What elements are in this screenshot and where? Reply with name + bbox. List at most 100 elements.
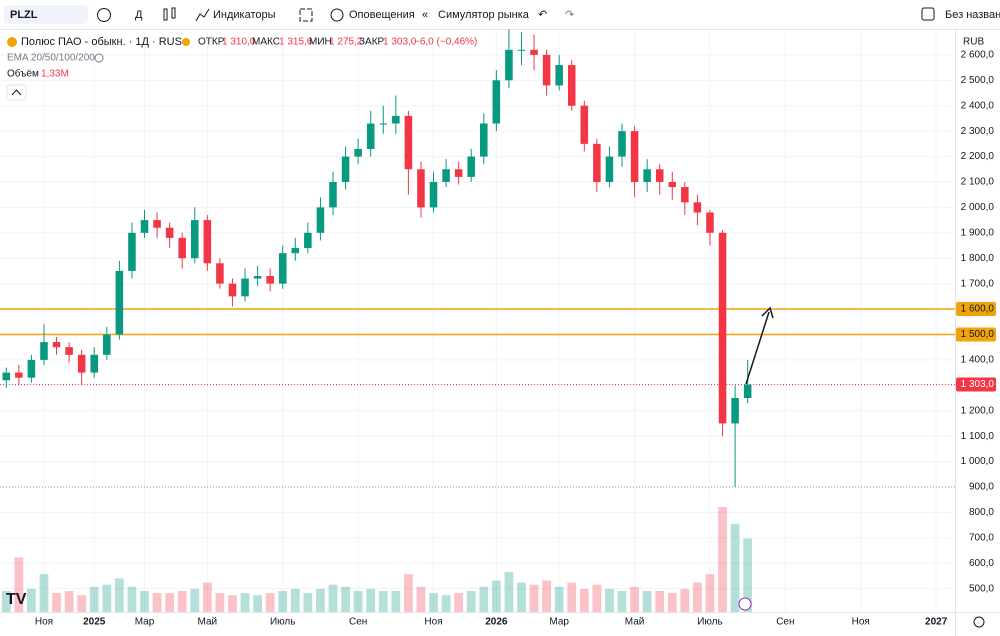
candle-body [40,342,48,360]
layout-name[interactable]: Без названия [945,9,1000,21]
candle-body [241,278,249,297]
layouts-icon[interactable] [299,8,313,22]
volume-bar [403,574,413,612]
volume-bar [655,591,665,612]
volume-bar [64,591,74,612]
tv-logo: TV [6,591,27,608]
arrow-drawing[interactable] [745,311,770,385]
x-tick-label: Июль [697,617,723,628]
candle-body [366,123,375,149]
alerts-button[interactable]: Оповещения [349,9,415,21]
event-icon[interactable] [738,597,752,611]
candle-body [555,65,563,86]
candle-body [316,207,325,233]
volume-bar [290,588,300,612]
symbol-box[interactable] [4,5,88,24]
close-label: ЗАКР [359,37,385,48]
volume-bar [278,591,288,612]
symbol[interactable]: PLZL [10,9,38,21]
replay-button[interactable]: Симулятор рынка [438,9,530,21]
y-tick-label: 700,0 [969,532,994,543]
arrow-head[interactable] [761,306,774,319]
y-tick-label: 1 100,0 [961,431,995,442]
price-label-bg [956,327,996,342]
candle-body [90,354,99,373]
candle-body [191,220,199,259]
candle-body [542,54,551,86]
candle-body [291,248,300,254]
y-tick-label: 1 800,0 [961,253,995,264]
plot: 500,0 600,0 700,0 800,0 900,0 1 000,0 1 100,0 1… [0,29,996,628]
volume-bar [730,523,740,612]
volume-bar [152,593,162,612]
interval[interactable]: Д [135,9,143,21]
volume-bar [743,538,753,612]
candle-body [65,347,73,355]
candle-body [165,227,174,238]
undo-button[interactable]: ↶ [538,9,547,21]
candle-body [605,156,614,182]
visibility-icon[interactable] [94,53,104,63]
volume-bar [667,593,677,612]
volume-bar [378,591,388,612]
y-tick-label: 2 000,0 [961,202,995,213]
settings-icon[interactable] [973,616,985,628]
volume-bar [215,593,225,612]
chart-type-icon[interactable] [163,8,168,21]
volume-bar [504,572,514,612]
change-value: −6,0 (−0,46%) [414,37,477,48]
candle-body [593,143,601,182]
candle-body [103,334,111,355]
candle-body [442,169,450,182]
volume-bar [391,591,401,612]
candle-body [731,398,739,424]
high-value: 1 315,6 [279,37,313,48]
collapse-legend[interactable] [6,84,27,101]
volume-bar [705,574,715,612]
candle-body [630,131,639,182]
volume-bar [77,595,87,612]
alerts-icon[interactable] [330,8,344,22]
price-label: 1 500,0 [961,329,995,340]
candle-body [480,123,488,157]
add-symbol-icon[interactable] [97,8,111,22]
layout-checkbox[interactable] [921,7,935,21]
volume-bar [89,586,99,612]
y-tick-label: 500,0 [969,583,994,594]
replay-icon[interactable]: « [422,9,428,21]
volume-bar [102,584,112,612]
candle-body [379,123,388,125]
volume-bar [316,588,325,612]
candle-body [128,232,136,271]
price-label-bg [956,302,996,317]
volume-bar [579,588,589,612]
ema-legend[interactable]: EMA 20/50/100/200 [7,53,95,64]
candle-body [266,276,274,284]
volume-bar [39,574,49,612]
volume-bar [554,586,564,612]
price-label: 1 303,0 [961,379,995,390]
candle-body [27,359,36,378]
open-label: ОТКР [198,37,225,48]
close-value: 1 303,0 [383,37,417,48]
candle-body [505,49,513,81]
collapse-icon[interactable] [11,89,22,96]
x-tick-label: Сен [349,617,367,628]
chart-type-icon[interactable] [171,7,176,19]
currency[interactable]: RUB [963,37,984,48]
volume-bar [680,588,690,612]
volume-bar [1,591,11,612]
y-tick-label: 2 600,0 [961,50,995,61]
volume-bar [366,588,376,612]
y-tick-label: 1 700,0 [961,278,995,289]
indicators-icon[interactable] [195,8,210,22]
redo-button[interactable]: ↷ [565,9,574,21]
volume-bar [517,582,526,612]
candle-body [404,115,413,170]
candle-body [329,181,337,208]
candle-body [2,372,11,381]
indicators-button[interactable]: Индикаторы [213,9,276,21]
volume-bar [479,586,489,612]
candle-body [454,169,463,177]
